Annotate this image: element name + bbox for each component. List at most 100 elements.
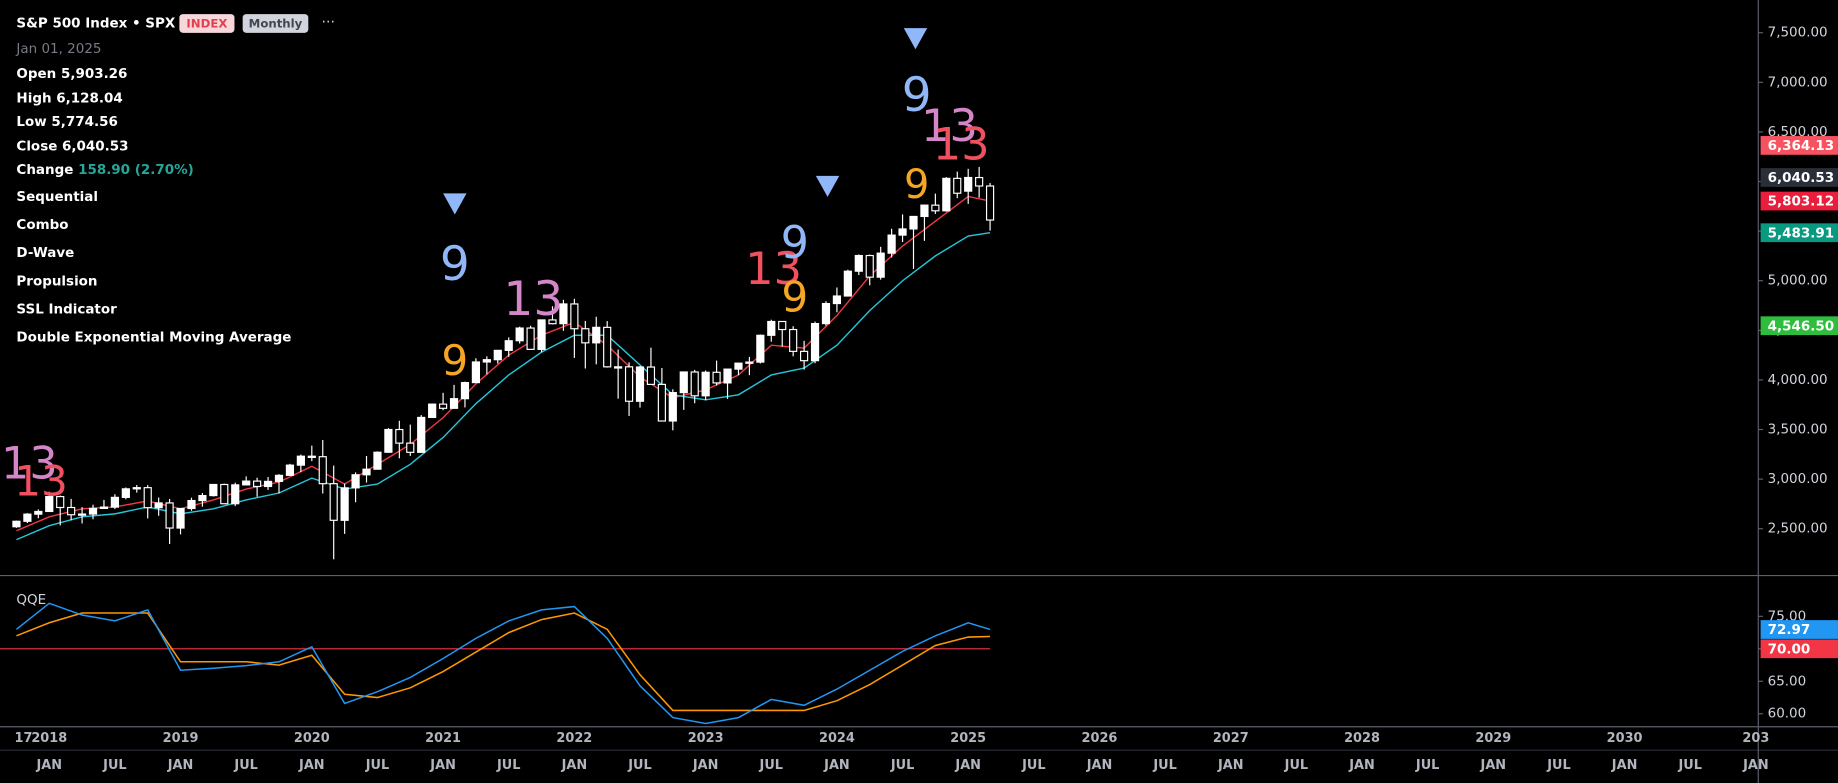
candle-body bbox=[187, 499, 196, 510]
price-badge-label: 6,040.53 bbox=[1768, 170, 1834, 186]
year-label: 2026 bbox=[1082, 731, 1118, 746]
month-label: JUL bbox=[365, 758, 389, 773]
menu[interactable]: ··· bbox=[322, 14, 335, 30]
candle-body bbox=[931, 204, 940, 212]
setup-marker bbox=[443, 193, 467, 215]
candle-body bbox=[712, 371, 721, 384]
setup-count: 9 bbox=[904, 162, 929, 208]
price-badge-label: 70.00 bbox=[1768, 641, 1811, 657]
candle-body bbox=[592, 326, 601, 344]
ohlc-row: Low 5,774.56 bbox=[16, 114, 117, 130]
month-label: JUL bbox=[1677, 758, 1701, 773]
axes: 2,500.003,000.003,500.004,000.004,500.00… bbox=[15, 25, 1838, 773]
candle-body bbox=[756, 334, 765, 363]
candle-body bbox=[285, 464, 295, 476]
value: 6,128.04 bbox=[56, 90, 122, 106]
candle-body bbox=[854, 254, 863, 272]
price-badge-label: 5,483.91 bbox=[1768, 225, 1834, 241]
candle-body bbox=[373, 451, 382, 470]
qqe-line bbox=[15, 602, 991, 725]
month-label: JUL bbox=[890, 758, 914, 773]
ohlc-row: High 6,128.04 bbox=[16, 90, 122, 106]
candle-body bbox=[701, 371, 710, 397]
month-label: JAN bbox=[298, 758, 325, 773]
candle-body bbox=[504, 340, 513, 351]
candle-body bbox=[329, 483, 338, 521]
candle-body bbox=[23, 513, 32, 522]
setup-count: 13 bbox=[933, 119, 990, 171]
setup-marker bbox=[815, 175, 840, 197]
badge-bg bbox=[179, 14, 235, 33]
setup-count: 9 bbox=[440, 237, 470, 292]
price-badge bbox=[1760, 223, 1838, 243]
month-label: JAN bbox=[561, 758, 588, 773]
year-label: 2019 bbox=[163, 731, 199, 746]
price-badge-label: 6,364.13 bbox=[1768, 138, 1834, 154]
setup-count: 13 bbox=[1, 438, 58, 490]
candle-body bbox=[34, 510, 43, 515]
label: Close bbox=[16, 139, 57, 155]
candle-body bbox=[821, 302, 831, 325]
label: High bbox=[16, 90, 51, 106]
candle-body bbox=[231, 484, 240, 505]
setup-count: 13 bbox=[745, 243, 802, 295]
candle-body bbox=[88, 507, 98, 515]
price-badge-label: 72.97 bbox=[1768, 622, 1811, 638]
month-label: JAN bbox=[1086, 758, 1113, 773]
candle-body bbox=[253, 480, 262, 488]
candle-body bbox=[45, 495, 54, 513]
candle-body bbox=[668, 392, 677, 422]
setup-count: 9 bbox=[781, 217, 809, 269]
month-label: JAN bbox=[1480, 758, 1507, 773]
interval-bg[interactable] bbox=[242, 14, 309, 33]
indicator-name: Double Exponential Moving Average bbox=[16, 330, 291, 346]
value: 5,903.26 bbox=[61, 66, 127, 82]
candle-body bbox=[657, 383, 666, 422]
month-label: JUL bbox=[1152, 758, 1176, 773]
month-label: JUL bbox=[102, 758, 126, 773]
year-label: 2018 bbox=[31, 731, 67, 746]
candle-body bbox=[734, 362, 743, 370]
candle-body bbox=[307, 455, 316, 458]
candle-body bbox=[646, 366, 656, 385]
candle-body bbox=[559, 303, 568, 325]
interval[interactable]: Monthly bbox=[249, 17, 303, 31]
month-label: JAN bbox=[954, 758, 981, 773]
month-label: JUL bbox=[1415, 758, 1439, 773]
year-label: 2027 bbox=[1213, 731, 1249, 746]
setup-marker bbox=[903, 28, 928, 50]
candle-body bbox=[799, 350, 809, 362]
candle-body bbox=[417, 416, 426, 453]
value: 6,040.53 bbox=[62, 139, 128, 155]
candle-body bbox=[515, 327, 524, 342]
y-tick-label: 3,000.00 bbox=[1768, 471, 1828, 487]
candle-body bbox=[624, 366, 634, 402]
candle-body bbox=[460, 382, 470, 400]
candle-body bbox=[220, 483, 229, 505]
year-label: 2028 bbox=[1344, 731, 1380, 746]
candle-body bbox=[493, 349, 502, 361]
candle-body bbox=[679, 371, 688, 394]
candle-body bbox=[526, 327, 535, 350]
candle-body bbox=[471, 361, 481, 384]
candle-body bbox=[887, 234, 896, 254]
setup-count: 9 bbox=[781, 273, 808, 322]
indicator-list: Sequential Combo D-Wave Propulsion SSL Indic… bbox=[16, 189, 291, 346]
candle-body bbox=[296, 455, 305, 466]
year-label: 2030 bbox=[1607, 731, 1643, 746]
candle-body bbox=[428, 403, 437, 419]
candle-body bbox=[12, 520, 21, 528]
candle-body bbox=[154, 502, 163, 509]
year-label: 2022 bbox=[556, 731, 592, 746]
candle-body bbox=[953, 177, 962, 194]
y-tick-label: 6,500.00 bbox=[1768, 124, 1828, 140]
candle-body bbox=[548, 319, 557, 325]
candle-body bbox=[909, 215, 918, 230]
candle-body bbox=[767, 320, 776, 336]
price-badge bbox=[1760, 191, 1838, 211]
price-badge bbox=[1760, 168, 1838, 187]
setup-count: 13 bbox=[504, 272, 564, 327]
ohlc-row: Change 158.90 (2.70%) bbox=[16, 162, 193, 178]
